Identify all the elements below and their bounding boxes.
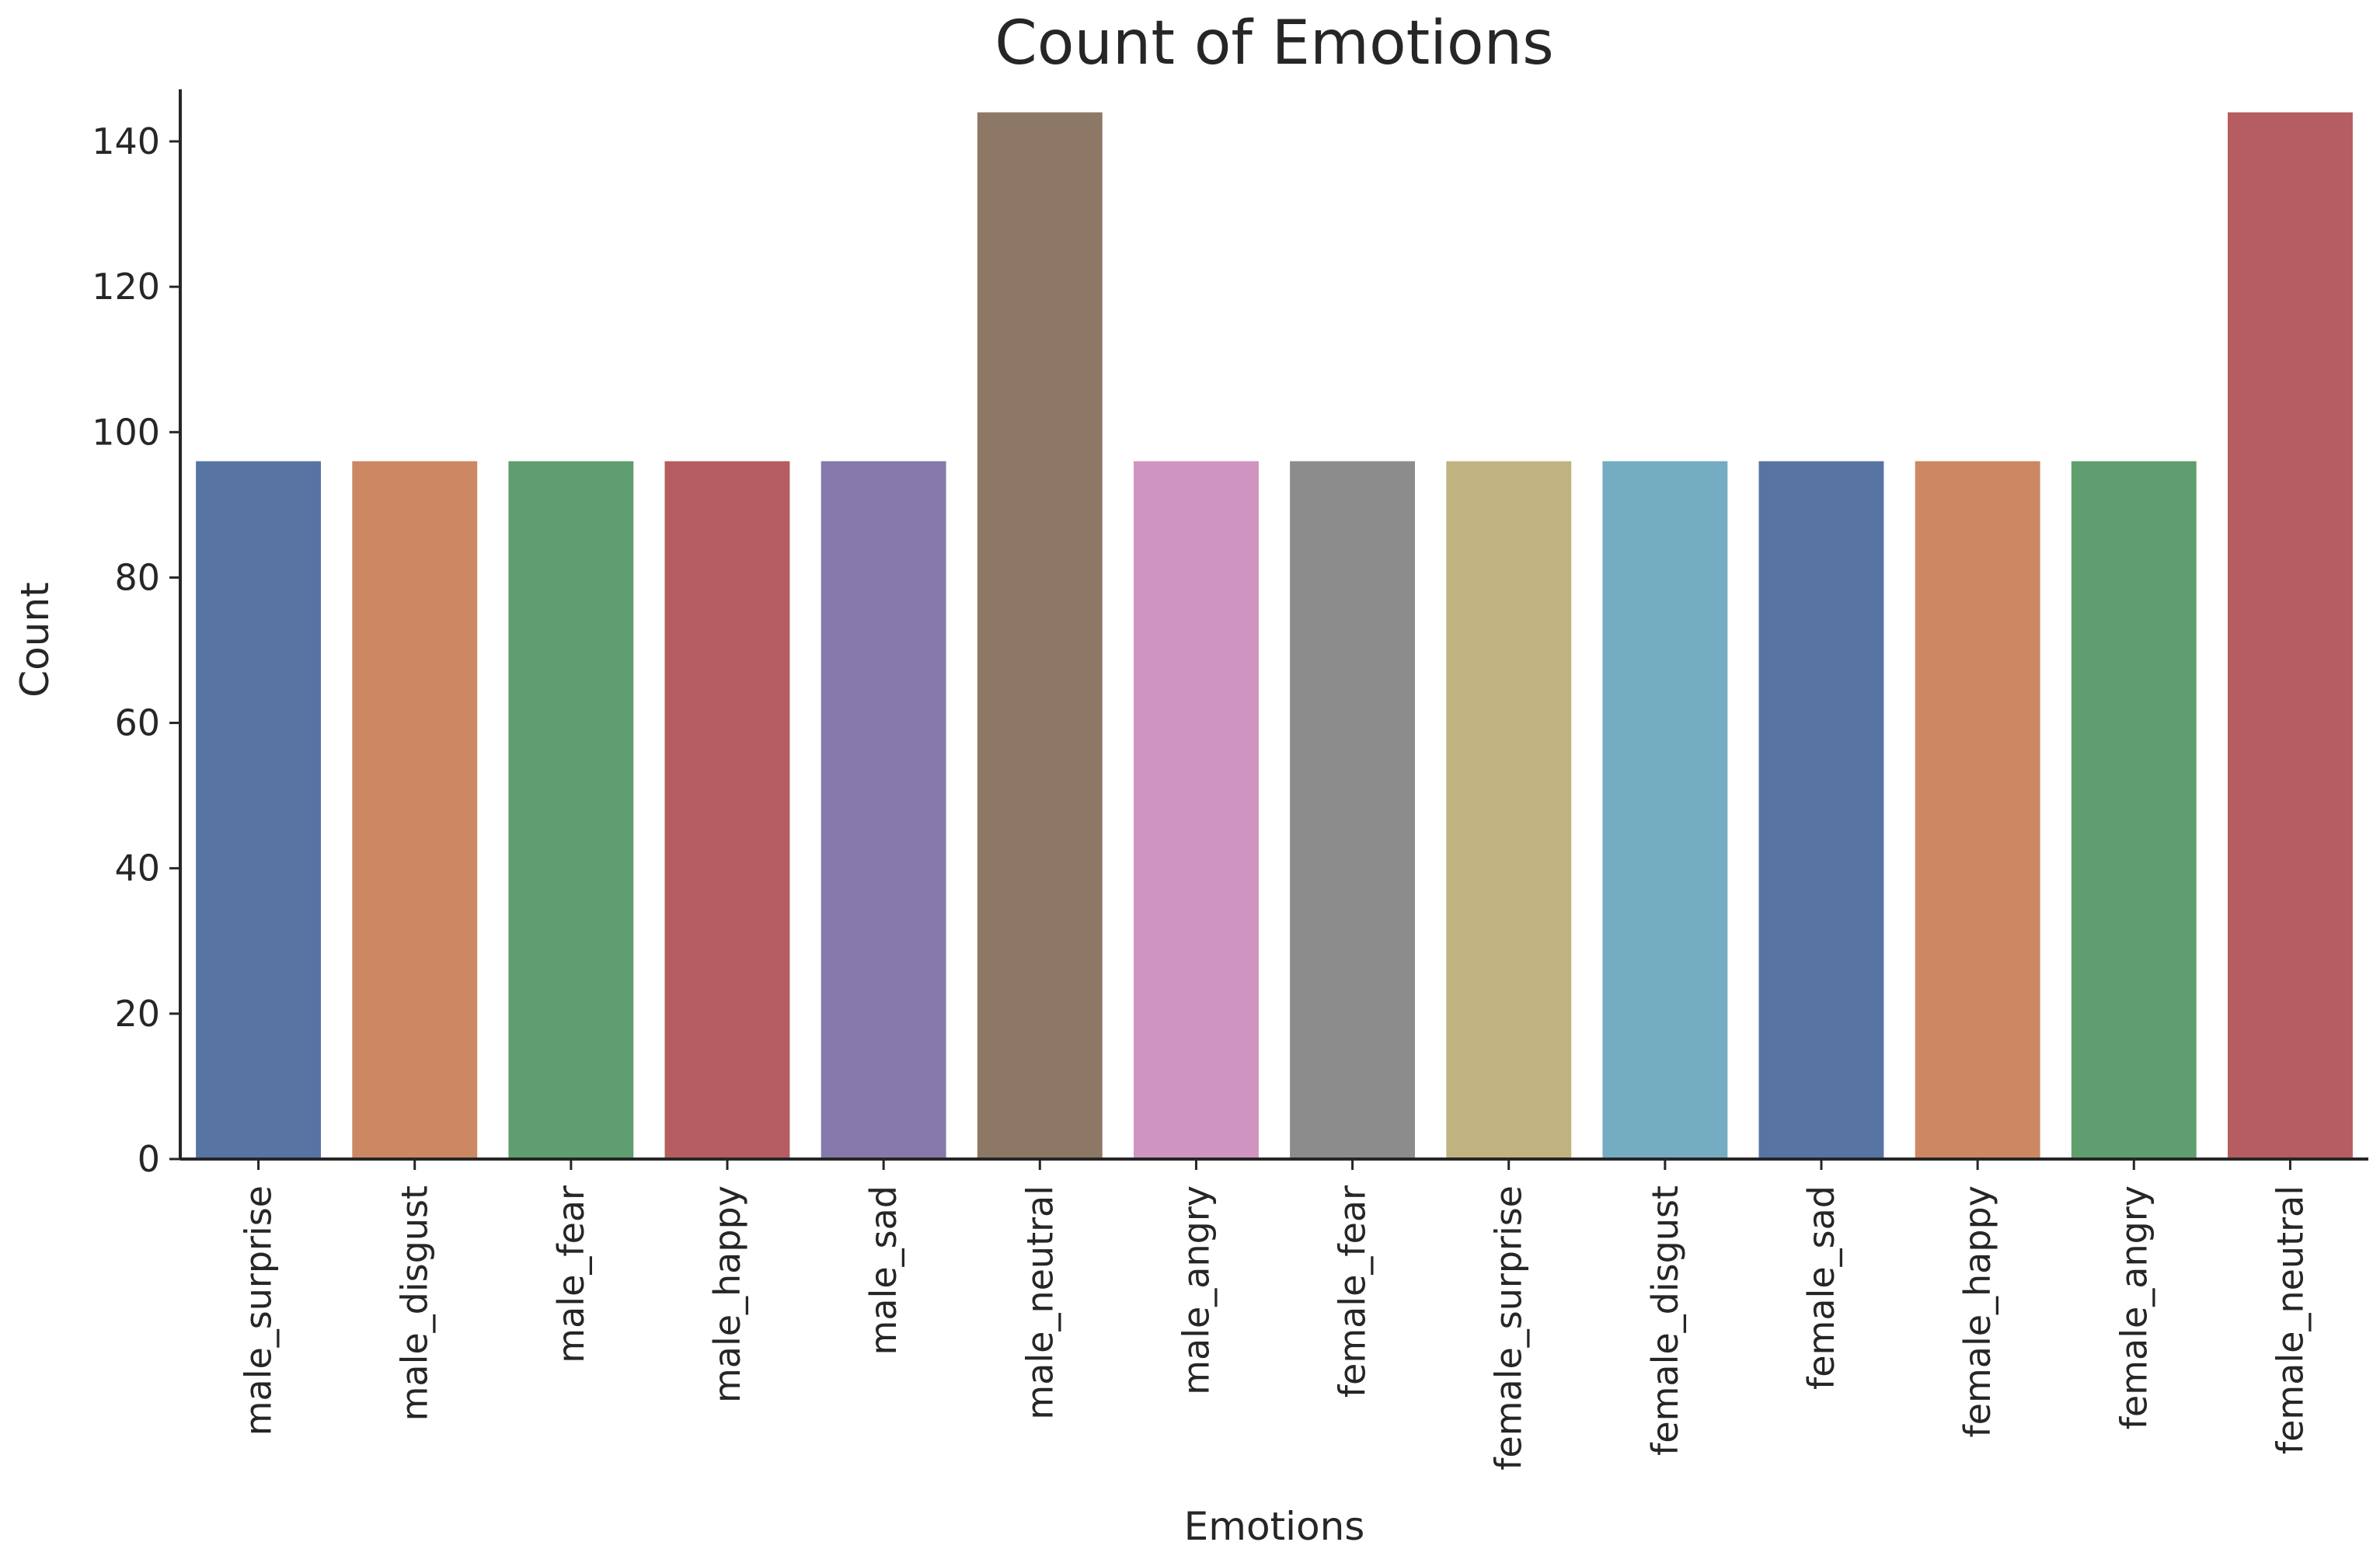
y-tick-label: 0	[138, 1138, 160, 1180]
x-axis-title: Emotions	[1184, 1504, 1365, 1549]
x-tick-label: male_surprise	[238, 1185, 280, 1436]
bar-female-surprise	[1446, 461, 1572, 1159]
bar-female-angry	[2071, 461, 2197, 1159]
bar-male-fear	[508, 461, 634, 1159]
x-tick-label: male_fear	[550, 1185, 592, 1363]
y-tick-label: 80	[114, 556, 160, 598]
bar-female-sad	[1758, 461, 1884, 1159]
x-tick-label: female_happy	[1957, 1185, 1998, 1438]
x-axis: male_surprise male_disgust male_fear male_h…	[238, 1159, 2311, 1471]
y-tick-label: 140	[92, 120, 160, 162]
bars-group	[196, 112, 2353, 1160]
y-axis: 0 20 40 60 80 100 120 140	[92, 120, 180, 1180]
x-tick-label: female_disgust	[1644, 1185, 1686, 1456]
x-tick-label: female_surprise	[1488, 1185, 1530, 1471]
x-tick-label: female_sad	[1800, 1185, 1842, 1390]
bar-female-happy	[1915, 461, 2040, 1159]
bar-female-neutral	[2228, 112, 2353, 1160]
y-tick-label: 20	[114, 993, 160, 1035]
bar-male-happy	[664, 461, 790, 1159]
x-tick-label: female_neutral	[2269, 1185, 2311, 1454]
chart-title: Count of Emotions	[995, 9, 1553, 78]
y-tick-label: 100	[92, 411, 160, 453]
bar-male-surprise	[196, 461, 321, 1159]
x-tick-label: male_angry	[1175, 1185, 1217, 1395]
bar-male-disgust	[352, 461, 478, 1159]
bar-male-angry	[1134, 461, 1259, 1159]
y-axis-title: Count	[12, 582, 57, 698]
x-tick-label: male_happy	[706, 1185, 748, 1403]
bar-female-disgust	[1602, 461, 1728, 1159]
bar-female-fear	[1290, 461, 1415, 1159]
x-tick-label: female_angry	[2113, 1185, 2155, 1429]
x-tick-label: male_disgust	[394, 1185, 436, 1421]
x-tick-label: female_fear	[1332, 1185, 1374, 1398]
y-tick-label: 60	[114, 702, 160, 744]
bar-male-sad	[821, 461, 946, 1159]
x-tick-label: male_neutral	[1019, 1185, 1061, 1420]
x-tick-label: male_sad	[862, 1185, 904, 1355]
bar-male-neutral	[977, 112, 1103, 1160]
y-tick-label: 120	[92, 266, 160, 308]
y-tick-label: 40	[114, 848, 160, 889]
